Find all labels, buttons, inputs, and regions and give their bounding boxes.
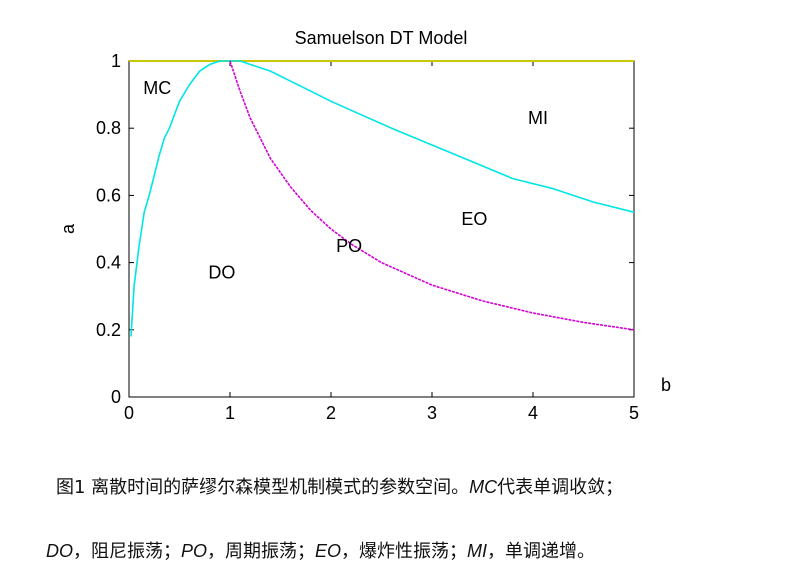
region-label-po: PO (336, 236, 362, 256)
y-tick-label: 0.8 (96, 118, 121, 138)
plot-area (128, 60, 635, 398)
plot-frame (128, 60, 635, 398)
y-tick-label: 0.6 (96, 185, 121, 205)
x-tick-label: 5 (629, 403, 639, 423)
caption-text: ，爆炸性振荡； (341, 541, 468, 562)
y-tick-label: 0.2 (96, 320, 121, 340)
region-label-mc: MC (143, 78, 171, 98)
x-tick-label: 2 (326, 403, 336, 423)
caption-text: 图1 离散时间的萨缪尔森模型机制模式的参数空间。 (56, 477, 470, 498)
region-label-do: DO (208, 263, 235, 283)
figure-caption-line-1: 图1 离散时间的萨缪尔森模型机制模式的参数空间。MC代表单调收敛； (56, 473, 800, 499)
y-axis-label: a (58, 223, 78, 234)
caption-text: 代表单调收敛； (497, 477, 624, 498)
series-layer (129, 60, 635, 337)
caption-abbr-mc: MC (469, 477, 498, 497)
axes: 0 1 2 3 4 5 0 0.2 0.4 0.6 0.8 1 (96, 51, 639, 423)
samuelson-chart: Samuelson DT Model 0 1 2 3 4 500.20.40.60.81 … (58, 28, 671, 423)
x-tick-label: 1 (225, 403, 235, 423)
region-label-eo: EO (461, 209, 487, 229)
caption-abbr-mi: MI (467, 541, 488, 561)
po-boundary-curve (229, 60, 635, 331)
caption-text: ，周期振荡； (207, 541, 316, 562)
caption-text: ，阻尼振荡； (73, 541, 181, 562)
region-labels: MC DO PO EO MI (143, 78, 548, 283)
caption-abbr-po: PO (181, 541, 208, 561)
figure-caption-line-2: DO，阻尼振荡；PO，周期振荡；EO，爆炸性振荡；MI，单调递增。 (46, 537, 800, 563)
x-tick-label: 3 (427, 403, 437, 423)
mc-boundary-curve (130, 60, 635, 337)
x-tick-label: 4 (528, 403, 538, 423)
y-tick-label: 0 (111, 387, 121, 407)
caption-abbr-do: DO (46, 541, 73, 561)
y-tick-label: 0.4 (96, 253, 121, 273)
chart-title: Samuelson DT Model (295, 28, 468, 48)
x-axis-label: b (661, 375, 671, 395)
caption-abbr-eo: EO (315, 541, 342, 561)
caption-text: ，单调递增。 (487, 541, 596, 562)
region-label-mi: MI (528, 108, 548, 128)
x-tick-label: 0 (124, 403, 134, 423)
y-tick-label: 1 (111, 51, 121, 71)
